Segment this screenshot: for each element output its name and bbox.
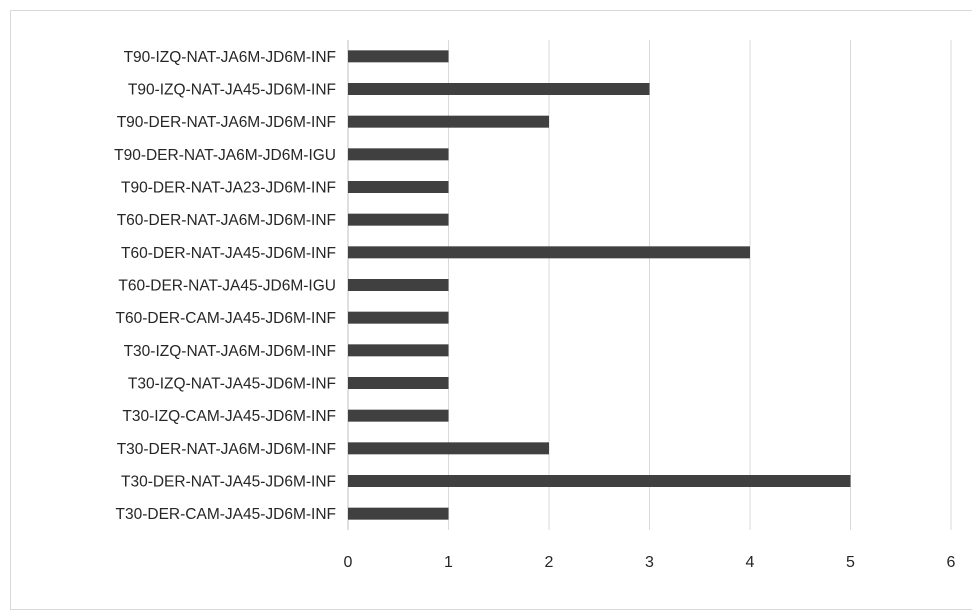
category-label-9: T60-DER-CAM-JA45-JD6M-INF bbox=[116, 310, 336, 327]
bar-7 bbox=[348, 246, 750, 259]
category-label-11: T30-IZQ-NAT-JA45-JD6M-INF bbox=[128, 376, 336, 393]
x-tick-label-3: 3 bbox=[645, 554, 654, 571]
x-tick-label-1: 1 bbox=[444, 554, 453, 571]
category-label-4: T90-DER-NAT-JA6M-JD6M-IGU bbox=[114, 147, 336, 164]
category-label-14: T30-DER-NAT-JA45-JD6M-INF bbox=[121, 474, 336, 491]
bar-2 bbox=[348, 83, 650, 95]
bar-1 bbox=[348, 50, 449, 63]
x-tick-label-2: 2 bbox=[545, 554, 554, 571]
bar-12 bbox=[348, 409, 449, 422]
category-label-5: T90-DER-NAT-JA23-JD6M-INF bbox=[121, 180, 336, 197]
bar-15 bbox=[348, 507, 449, 520]
bar-10 bbox=[348, 344, 449, 357]
bar-3 bbox=[348, 115, 549, 128]
x-tick-label-6: 6 bbox=[947, 554, 956, 571]
category-label-6: T60-DER-NAT-JA6M-JD6M-INF bbox=[117, 212, 336, 229]
category-label-13: T30-DER-NAT-JA6M-JD6M-INF bbox=[117, 441, 336, 458]
x-tick-label-5: 5 bbox=[846, 554, 855, 571]
category-label-7: T60-DER-NAT-JA45-JD6M-INF bbox=[121, 245, 336, 262]
bar-chart: T90-IZQ-NAT-JA6M-JD6M-INF T90-IZQ-NAT-JA4… bbox=[114, 40, 956, 571]
category-label-10: T30-IZQ-NAT-JA6M-JD6M-INF bbox=[124, 343, 336, 360]
x-tick-label-0: 0 bbox=[344, 554, 353, 571]
bar-6 bbox=[348, 213, 449, 226]
bar-5 bbox=[348, 181, 449, 193]
category-label-1: T90-IZQ-NAT-JA6M-JD6M-INF bbox=[124, 49, 336, 66]
bar-14 bbox=[348, 475, 851, 487]
x-tick-label-4: 4 bbox=[746, 554, 755, 571]
category-label-12: T30-IZQ-CAM-JA45-JD6M-INF bbox=[122, 408, 336, 425]
bar-11 bbox=[348, 377, 449, 389]
bar-13 bbox=[348, 442, 549, 455]
category-label-2: T90-IZQ-NAT-JA45-JD6M-INF bbox=[128, 82, 336, 99]
chart-frame bbox=[10, 10, 972, 610]
category-label-8: T60-DER-NAT-JA45-JD6M-IGU bbox=[118, 278, 336, 295]
bar-4 bbox=[348, 148, 449, 161]
category-label-3: T90-DER-NAT-JA6M-JD6M-INF bbox=[117, 114, 336, 131]
bar-9 bbox=[348, 311, 449, 324]
category-label-15: T30-DER-CAM-JA45-JD6M-INF bbox=[116, 506, 336, 523]
bar-8 bbox=[348, 279, 449, 291]
